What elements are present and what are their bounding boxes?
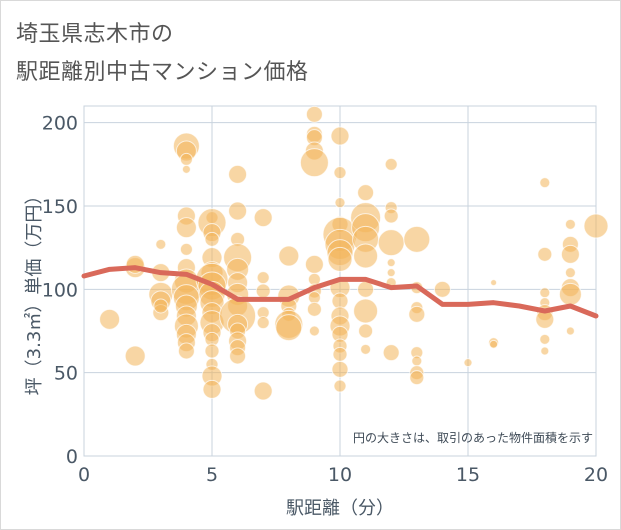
bubble-point	[539, 287, 551, 299]
bubble-point	[382, 344, 400, 362]
bubble-point	[489, 339, 499, 349]
bubble-point	[334, 197, 346, 209]
bubble-point	[275, 314, 303, 342]
x-axis-label: 駅距離（分）	[286, 498, 394, 519]
bubble-point	[228, 201, 248, 221]
bubble-point	[383, 208, 399, 224]
bubble-point	[308, 325, 320, 337]
bubble-point	[99, 308, 121, 330]
x-tick-label: 0	[78, 464, 90, 486]
bubble-point	[255, 283, 271, 299]
bubble-point	[299, 148, 329, 178]
bubble-point	[565, 326, 575, 336]
bubble-point	[306, 301, 322, 317]
bubble-series	[99, 105, 609, 401]
bubble-point	[253, 208, 273, 228]
bubble-point	[331, 360, 349, 378]
bubble-point	[256, 316, 270, 330]
bubble-point	[330, 126, 350, 146]
bubble-point	[386, 268, 396, 278]
bubble-point	[155, 238, 167, 250]
bubble-point	[386, 258, 396, 268]
x-tick-label: 5	[206, 464, 218, 486]
bubble-point	[333, 166, 347, 180]
bubble-point	[560, 244, 580, 264]
y-axis-label: 坪（3.3㎡）単価（万円）	[23, 187, 45, 396]
bubble-point	[411, 355, 423, 367]
bubble-point	[253, 381, 273, 401]
bubble-point	[564, 218, 576, 230]
chart-title-line1: 埼玉県志木市の	[16, 22, 174, 47]
bubble-point	[384, 157, 398, 171]
y-tick-label: 0	[66, 446, 78, 468]
bubble-point	[357, 184, 375, 202]
x-tick-label: 20	[584, 464, 608, 486]
y-tick-label: 200	[42, 113, 78, 135]
x-tick-label: 15	[456, 464, 480, 486]
bubble-point	[153, 298, 169, 314]
bubble-point	[403, 225, 431, 253]
bubble-point	[539, 333, 551, 345]
bubble-point	[304, 254, 324, 274]
bubble-size-note: 円の大きさは、取引のあった物件面積を示す	[353, 430, 593, 445]
bubble-point	[583, 213, 609, 239]
bubble-point	[175, 217, 197, 239]
y-tick-label: 100	[42, 279, 78, 301]
bubble-point	[305, 105, 323, 123]
bubble-point	[177, 342, 195, 360]
bubble-point	[181, 164, 191, 174]
bubble-point	[332, 346, 348, 362]
trend-line	[81, 265, 599, 319]
bubble-point	[360, 343, 372, 355]
bubble-point	[228, 164, 248, 184]
bubble-point	[204, 231, 220, 247]
trend-line-series	[81, 265, 599, 319]
bubble-point	[558, 282, 582, 306]
bubble-point	[278, 245, 300, 267]
bubble-point	[408, 305, 426, 323]
bubble-point	[353, 298, 379, 324]
bubble-point	[179, 242, 193, 256]
bubble-point	[490, 279, 498, 287]
bubble-point	[124, 345, 146, 367]
bubble-point	[540, 346, 550, 356]
bubble-point	[358, 323, 374, 339]
bubble-point	[204, 343, 220, 359]
bubble-point	[409, 370, 425, 386]
bubble-point	[433, 280, 451, 298]
bubble-point	[202, 379, 222, 399]
bubble-point	[333, 379, 347, 393]
bubble-point	[229, 347, 247, 365]
bubble-point	[539, 177, 551, 189]
x-tick-label: 10	[328, 464, 352, 486]
bubble-point	[377, 229, 405, 257]
bubble-point	[564, 267, 576, 279]
bubble-point	[463, 358, 473, 368]
y-tick-label: 150	[42, 196, 78, 218]
bubble-point	[327, 246, 353, 272]
y-tick-label: 50	[54, 363, 78, 385]
bubble-point	[353, 243, 379, 269]
bubble-point	[537, 246, 553, 262]
chart-title-line2: 駅距離別中古マンション価格	[16, 60, 309, 85]
bubble-point	[179, 152, 193, 166]
bubble-point	[256, 271, 270, 285]
